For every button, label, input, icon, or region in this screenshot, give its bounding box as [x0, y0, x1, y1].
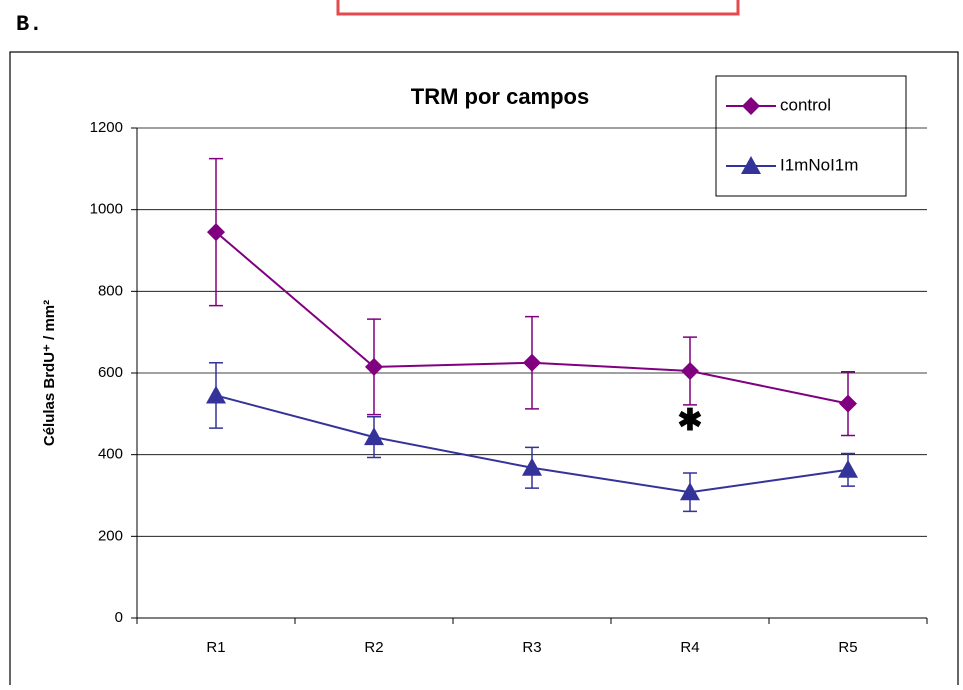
- marker: [365, 357, 383, 376]
- x-tick-label: R1: [206, 639, 225, 656]
- x-tick-label: R2: [364, 639, 383, 656]
- marker: [522, 457, 542, 476]
- marker: [364, 427, 384, 446]
- y-tick-label: 200: [98, 527, 123, 544]
- legend: [715, 75, 907, 197]
- y-tick-label: 1200: [90, 119, 123, 136]
- marker: [681, 361, 699, 380]
- chart-title: TRM por campos: [411, 84, 589, 109]
- marker: [206, 385, 226, 404]
- legend-label: control: [780, 95, 831, 114]
- y-tick-label: 800: [98, 282, 123, 299]
- marker: [742, 97, 760, 115]
- marker: [680, 482, 700, 501]
- y-tick-label: 1000: [90, 201, 123, 218]
- y-axis-label: Células BrdU⁺ / mm²: [41, 300, 58, 446]
- y-tick-label: 0: [115, 609, 123, 626]
- x-tick-label: R4: [680, 639, 699, 656]
- x-tick-label: R5: [838, 639, 857, 656]
- marker: [207, 223, 225, 242]
- marker: [523, 353, 541, 372]
- annotation: ✱: [677, 404, 702, 437]
- marker: [838, 459, 858, 478]
- y-tick-label: 400: [98, 446, 123, 463]
- legend-label: I1mNoI1m: [780, 155, 858, 174]
- y-tick-label: 600: [98, 364, 123, 381]
- x-tick-label: R3: [522, 639, 541, 656]
- marker: [741, 156, 761, 174]
- marker: [839, 394, 857, 413]
- panel-label: B.: [16, 12, 42, 37]
- cropped-box: [336, 0, 740, 16]
